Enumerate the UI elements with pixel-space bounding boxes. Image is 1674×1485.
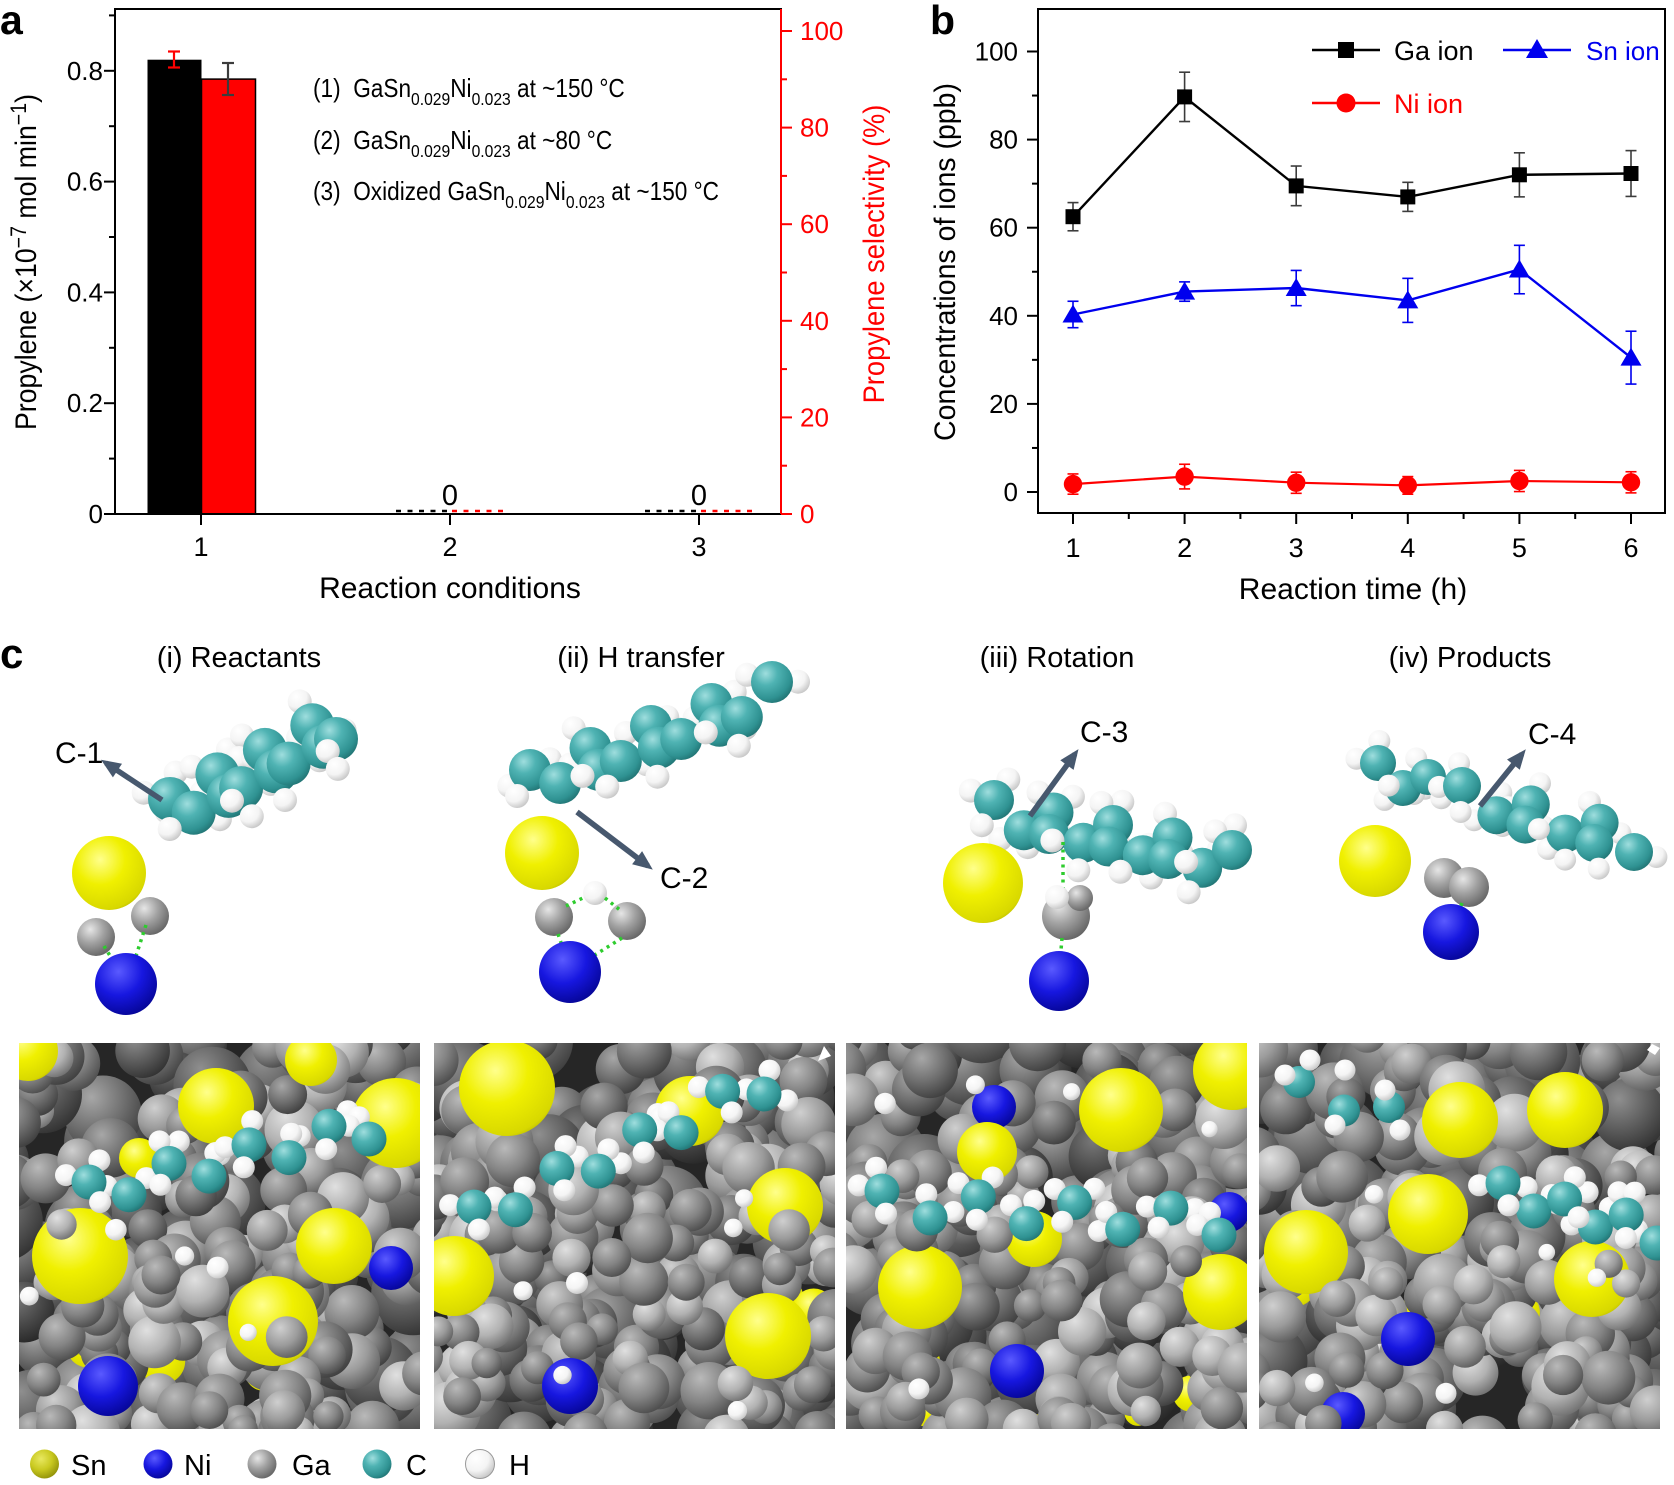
svg-text:Ni ion: Ni ion: [1394, 89, 1463, 119]
svg-text:1: 1: [193, 532, 208, 562]
svg-text:a: a: [0, 0, 24, 43]
svg-text:(2) GaSn0.029Ni0.023 at ~80 °: (2) GaSn0.029Ni0.023 at ~80 °C: [313, 127, 612, 162]
svg-text:Reaction time (h): Reaction time (h): [1239, 573, 1467, 606]
svg-text:Sn: Sn: [71, 1450, 106, 1482]
svg-text:Ni: Ni: [184, 1450, 211, 1482]
svg-text:C-4: C-4: [1528, 718, 1576, 751]
svg-text:60: 60: [800, 209, 829, 239]
svg-text:5: 5: [1512, 533, 1527, 563]
svg-text:Ga ion: Ga ion: [1394, 36, 1474, 66]
svg-text:60: 60: [989, 213, 1018, 243]
svg-text:C-1: C-1: [55, 737, 103, 770]
svg-text:(ii) H transfer: (ii) H transfer: [557, 642, 725, 674]
svg-text:Propylene selectivity (%): Propylene selectivity (%): [858, 105, 891, 404]
svg-text:3: 3: [1289, 533, 1304, 563]
svg-text:(iv) Products: (iv) Products: [1389, 642, 1552, 674]
svg-text:20: 20: [989, 389, 1018, 419]
svg-text:0: 0: [442, 480, 458, 512]
svg-text:(i) Reactants: (i) Reactants: [157, 642, 321, 674]
svg-text:80: 80: [800, 113, 829, 143]
svg-text:3: 3: [691, 532, 706, 562]
svg-text:Concentrations of ions (ppb): Concentrations of ions (ppb): [929, 83, 962, 441]
svg-text:20: 20: [800, 402, 829, 432]
svg-text:Propylene (×10−7 mol min−1): Propylene (×10−7 mol min−1): [7, 94, 43, 430]
svg-text:0: 0: [691, 480, 707, 512]
svg-text:0.6: 0.6: [67, 167, 103, 197]
svg-text:0: 0: [800, 499, 814, 529]
svg-text:Ga: Ga: [292, 1450, 332, 1482]
svg-text:0: 0: [89, 499, 103, 529]
svg-text:0: 0: [1004, 477, 1018, 507]
svg-text:C: C: [406, 1450, 427, 1482]
svg-text:2: 2: [442, 532, 457, 562]
svg-text:0.4: 0.4: [67, 277, 103, 307]
svg-text:40: 40: [800, 306, 829, 336]
svg-text:2: 2: [1177, 533, 1192, 563]
svg-text:0.2: 0.2: [67, 388, 103, 418]
svg-text:0.8: 0.8: [67, 56, 103, 86]
svg-text:6: 6: [1623, 533, 1638, 563]
svg-text:(3) Oxidized GaSn0.029Ni0.023: (3) Oxidized GaSn0.029Ni0.023 at ~150 °C: [313, 178, 719, 213]
svg-text:100: 100: [975, 37, 1018, 67]
svg-text:40: 40: [989, 301, 1018, 331]
svg-text:100: 100: [800, 16, 843, 46]
svg-text:b: b: [930, 0, 955, 43]
svg-text:Sn ion: Sn ion: [1586, 36, 1660, 66]
svg-text:4: 4: [1400, 533, 1415, 563]
svg-text:1: 1: [1065, 533, 1080, 563]
svg-text:(1) GaSn0.029Ni0.023 at ~150: (1) GaSn0.029Ni0.023 at ~150 °C: [313, 75, 625, 110]
svg-text:C-3: C-3: [1080, 716, 1128, 749]
svg-text:c: c: [0, 630, 23, 677]
svg-text:Reaction conditions: Reaction conditions: [319, 572, 581, 605]
svg-text:C-2: C-2: [660, 862, 708, 895]
svg-text:80: 80: [989, 125, 1018, 155]
svg-text:(iii) Rotation: (iii) Rotation: [980, 642, 1135, 674]
svg-text:H: H: [509, 1450, 530, 1482]
